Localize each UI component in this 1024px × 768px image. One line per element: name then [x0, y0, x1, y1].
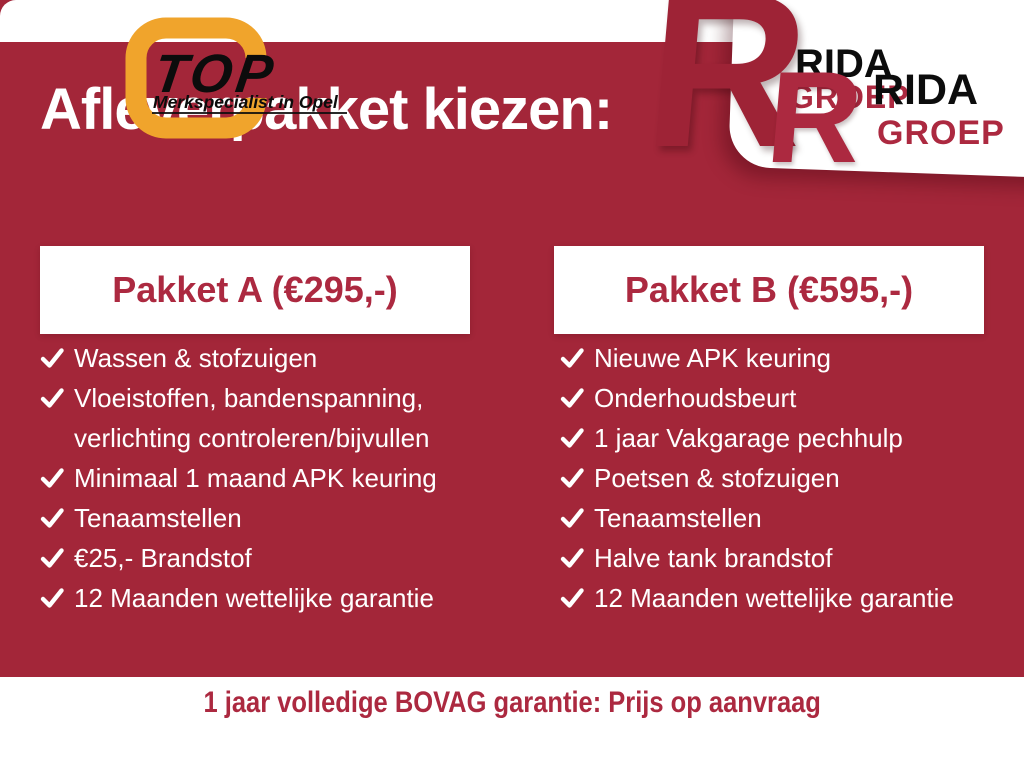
package-a-list: Wassen & stofzuigen Vloeistoffen, banden… — [40, 338, 522, 618]
package-item-text: Nieuwe APK keuring — [594, 343, 832, 373]
package-item-text: Tenaamstellen — [594, 503, 762, 533]
package-list-item: 1 jaar Vakgarage pechhulp — [560, 418, 1022, 458]
package-list-item: Tenaamstellen — [560, 498, 1022, 538]
check-icon — [40, 466, 74, 490]
package-b-header: Pakket B (€595,-) — [554, 246, 984, 334]
top-dealer-logo: TOP Merkspecialist in Opel — [116, 6, 368, 161]
check-icon — [560, 466, 594, 490]
package-item-text: 12 Maanden wettelijke garantie — [74, 583, 434, 613]
package-item-text: 12 Maanden wettelijke garantie — [594, 583, 954, 613]
rida-groep-label: GROEP — [877, 114, 1005, 152]
check-icon — [560, 386, 594, 410]
package-b-list: Nieuwe APK keuring Onderhoudsbeurt 1 jaa… — [560, 338, 1022, 618]
check-icon — [40, 346, 74, 370]
package-item-text: €25,- Brandstof — [74, 543, 252, 573]
footer-bar: 1 jaar volledige BOVAG garantie: Prijs o… — [0, 677, 1024, 768]
footer-text: 1 jaar volledige BOVAG garantie: Prijs o… — [203, 686, 821, 719]
package-list-item: €25,- Brandstof — [40, 538, 522, 578]
package-list-item: Wassen & stofzuigen — [40, 338, 522, 378]
check-icon — [40, 386, 74, 410]
package-item-text: 1 jaar Vakgarage pechhulp — [594, 423, 903, 453]
package-item-text: Vloeistoffen, bandenspanning, verlichtin… — [74, 383, 430, 453]
check-icon — [40, 586, 74, 610]
package-item-text: Halve tank brandstof — [594, 543, 833, 573]
rida-r-mark-icon: R — [761, 44, 869, 190]
package-a-title: Pakket A (€295,-) — [112, 269, 398, 310]
package-a-header: Pakket A (€295,-) — [40, 246, 470, 334]
rida-wordmark: RIDA — [873, 66, 979, 114]
check-icon — [560, 546, 594, 570]
orange-c-icon — [125, 17, 267, 139]
package-list-item: Nieuwe APK keuring — [560, 338, 1022, 378]
package-item-text: Tenaamstellen — [74, 503, 242, 533]
package-list-item: 12 Maanden wettelijke garantie — [40, 578, 522, 618]
package-item-text: Onderhoudsbeurt — [594, 383, 797, 413]
package-list-item: 12 Maanden wettelijke garantie — [560, 578, 1022, 618]
rida-groep-label: GROEP — [789, 79, 910, 115]
package-item-text: Minimaal 1 maand APK keuring — [74, 463, 437, 493]
package-list-item: Minimaal 1 maand APK keuring — [40, 458, 522, 498]
rida-wordmark: RIDA — [795, 42, 893, 86]
check-icon — [560, 506, 594, 530]
package-list-item: Halve tank brandstof — [560, 538, 1022, 578]
top-logo-tagline: Merkspecialist in Opel — [153, 92, 339, 112]
package-list-item: Onderhoudsbeurt — [560, 378, 1022, 418]
top-logo-wordmark: TOP — [150, 44, 280, 104]
check-icon — [40, 546, 74, 570]
check-icon — [40, 506, 74, 530]
check-icon — [560, 346, 594, 370]
package-list-item: Tenaamstellen — [40, 498, 522, 538]
package-item-text: Poetsen & stofzuigen — [594, 463, 840, 493]
package-list-item: Poetsen & stofzuigen — [560, 458, 1022, 498]
package-item-text: Wassen & stofzuigen — [74, 343, 318, 373]
check-icon — [560, 586, 594, 610]
check-icon — [560, 426, 594, 450]
package-list-item: Vloeistoffen, bandenspanning, verlichtin… — [40, 378, 522, 458]
package-b-title: Pakket B (€595,-) — [624, 269, 914, 310]
